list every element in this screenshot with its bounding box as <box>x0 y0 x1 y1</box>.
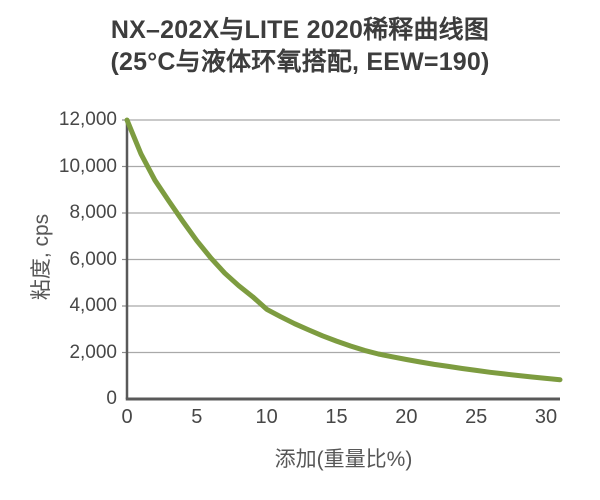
y-axis-title: 粘度, cps <box>30 213 53 301</box>
chart-title-block: NX–202X与LITE 2020稀释曲线图 (25°C与液体环氧搭配, EEW… <box>0 14 600 78</box>
y-tick-label: 10,000 <box>58 155 117 177</box>
y-tick-label: 12,000 <box>58 109 117 130</box>
y-tick-label: 2,000 <box>69 341 117 363</box>
y-tick-label: 0 <box>106 388 117 409</box>
y-tick-label: 4,000 <box>69 295 117 316</box>
x-axis-title: 添加(重量比%) <box>274 448 413 471</box>
x-tick-label: 25 <box>465 406 488 428</box>
y-tick-label: 6,000 <box>69 248 117 270</box>
chart-title: NX–202X与LITE 2020稀释曲线图 <box>110 16 490 44</box>
x-tick-label: 0 <box>121 406 133 428</box>
dilution-curve <box>124 117 563 383</box>
x-tick-label: 5 <box>191 406 203 428</box>
x-tick-label: 20 <box>395 406 418 428</box>
x-tick-label: 30 <box>534 406 558 428</box>
y-tick-label: 8,000 <box>69 202 117 223</box>
x-tick-label: 10 <box>255 406 278 428</box>
chart-subtitle: (25°C与液体环氧搭配, EEW=190) <box>110 48 490 76</box>
x-tick-label: 15 <box>325 406 348 428</box>
